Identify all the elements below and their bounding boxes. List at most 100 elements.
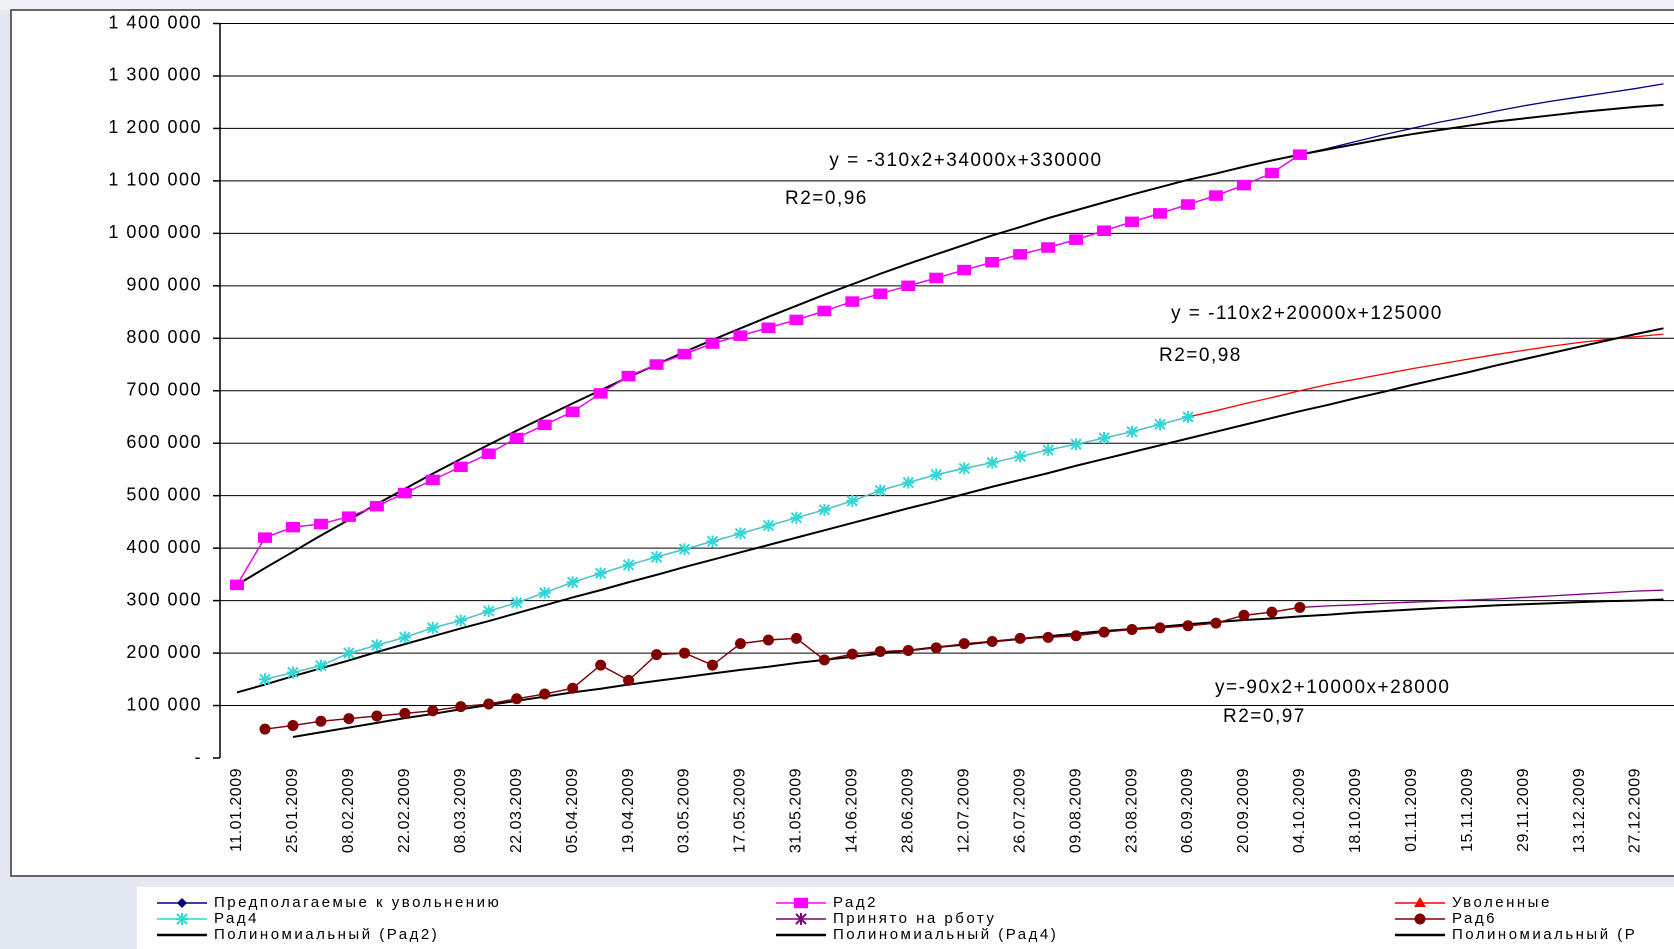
- data-point: [677, 348, 692, 360]
- data-point: [1154, 418, 1167, 431]
- data-point: [1125, 216, 1140, 228]
- data-point: [957, 264, 972, 276]
- data-point: [1238, 609, 1250, 621]
- x-tick-label: 18.10.2009: [1347, 768, 1364, 853]
- data-point: [649, 359, 664, 370]
- data-point: [986, 456, 999, 469]
- data-point: [315, 715, 327, 727]
- data-point: [453, 461, 468, 473]
- x-tick-label: 05.04.2009: [564, 768, 581, 853]
- data-point: [1153, 208, 1168, 219]
- data-point: [285, 521, 300, 533]
- data-point: [1070, 630, 1082, 642]
- data-point: [482, 605, 495, 618]
- y-tick-label: 100 000: [126, 694, 202, 714]
- data-point: [817, 305, 832, 317]
- y-tick-label: 800 000: [126, 327, 202, 347]
- data-point: [565, 406, 580, 417]
- data-point: [1069, 234, 1084, 245]
- data-point: [985, 256, 1000, 268]
- data-point: [594, 567, 607, 580]
- data-point: [1236, 179, 1251, 191]
- data-point: [734, 638, 746, 650]
- data-point: [1210, 617, 1222, 629]
- annotation: R2=0,98: [1159, 345, 1242, 366]
- data-point: [1098, 431, 1111, 444]
- x-tick-label: 15.11.2009: [1459, 768, 1476, 852]
- data-point: [1042, 444, 1055, 457]
- legend-marker: [795, 913, 807, 925]
- data-point: [1098, 626, 1110, 638]
- data-point: [1126, 425, 1139, 438]
- annotation: y = -110x2+20000x+125000: [1171, 303, 1443, 324]
- data-point: [538, 586, 551, 599]
- data-point: [734, 527, 747, 540]
- data-point: [706, 659, 718, 671]
- y-tick-label: 1 000 000: [108, 222, 202, 242]
- legend-marker: [176, 913, 188, 925]
- data-point: [1041, 242, 1056, 253]
- data-point: [399, 707, 411, 719]
- data-point: [623, 674, 635, 686]
- data-point: [483, 698, 495, 710]
- x-tick-label: 19.04.2009: [620, 768, 637, 853]
- x-tick-label: 27.12.2009: [1627, 768, 1644, 853]
- legend-label: Рад2: [833, 894, 878, 911]
- data-point: [259, 723, 271, 735]
- data-point: [1014, 632, 1026, 644]
- data-point: [873, 288, 888, 299]
- x-tick-label: 01.11.2009: [1403, 768, 1420, 852]
- y-tick-label: 1 200 000: [108, 117, 202, 137]
- x-tick-label: 17.05.2009: [732, 768, 749, 853]
- data-point: [846, 648, 858, 660]
- data-point: [762, 634, 774, 646]
- legend-marker: [1414, 897, 1426, 907]
- legend-label: Полиномиальный (Рад4): [833, 926, 1058, 943]
- data-point: [287, 719, 299, 731]
- y-tick-label: -: [195, 747, 203, 767]
- data-point: [593, 388, 608, 399]
- annotation: y = -310x2+34000x+330000: [829, 150, 1102, 171]
- data-point: [1181, 410, 1194, 423]
- data-point: [369, 500, 384, 512]
- data-point: [426, 621, 439, 634]
- x-tick-label: 26.07.2009: [1011, 768, 1028, 853]
- data-point: [537, 419, 552, 431]
- data-point: [1292, 149, 1307, 160]
- data-point: [845, 296, 860, 307]
- data-point: [1070, 438, 1083, 451]
- x-tick-label: 20.09.2009: [1235, 768, 1252, 853]
- data-point: [314, 659, 327, 672]
- data-point: [481, 448, 496, 459]
- y-tick-label: 400 000: [126, 537, 202, 557]
- legend-marker: [794, 897, 808, 909]
- data-point: [650, 551, 663, 564]
- x-tick-label: 13.12.2009: [1571, 768, 1588, 853]
- annotation: y=-90x2+10000x+28000: [1215, 677, 1450, 698]
- data-point: [510, 596, 523, 609]
- y-tick-label: 900 000: [126, 275, 202, 295]
- x-tick-label: 14.06.2009: [844, 768, 861, 853]
- data-point: [874, 645, 886, 657]
- data-point: [1294, 601, 1306, 613]
- legend-marker: [1414, 913, 1426, 925]
- data-point: [398, 631, 411, 644]
- annotation: R2=0,97: [1223, 706, 1306, 727]
- data-point: [1180, 199, 1195, 210]
- data-point: [789, 314, 804, 326]
- data-point: [705, 338, 720, 349]
- data-point: [930, 468, 943, 481]
- data-point: [818, 654, 830, 666]
- x-tick-label: 09.08.2009: [1067, 768, 1084, 853]
- legend-label: Уволенные: [1452, 894, 1552, 911]
- data-point: [509, 432, 524, 444]
- x-tick-label: 28.06.2009: [899, 768, 916, 853]
- annotation: R2=0,96: [785, 188, 868, 209]
- data-point: [790, 511, 803, 524]
- data-point: [958, 462, 971, 475]
- data-point: [818, 503, 831, 516]
- legend-label: Рад6: [1452, 910, 1497, 927]
- data-point: [679, 647, 691, 659]
- data-point: [425, 474, 440, 486]
